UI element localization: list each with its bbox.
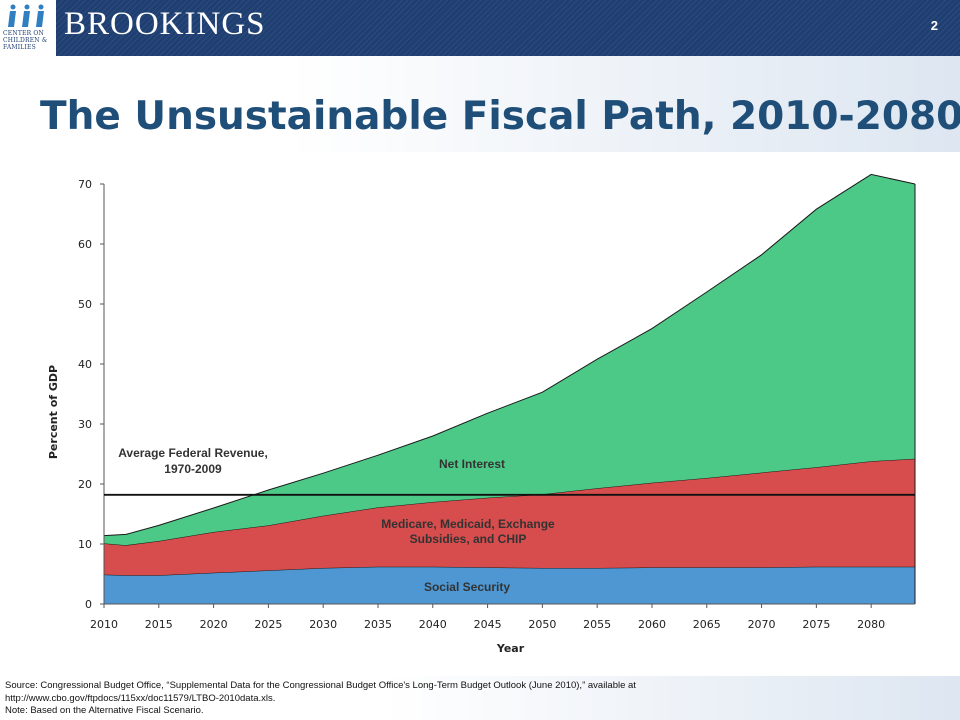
y-tick-label-70: 70 xyxy=(78,178,92,191)
x-tick-label-2070: 2070 xyxy=(748,618,776,631)
y-tick-label-0: 0 xyxy=(85,598,92,611)
x-tick-label-2055: 2055 xyxy=(583,618,611,631)
revenue-label-line-1: Average Federal Revenue, xyxy=(118,446,268,460)
brookings-logo: CENTER ON CHILDREN & FAMILIES xyxy=(0,0,56,56)
y-tick-label-30: 30 xyxy=(78,418,92,431)
x-axis-title: Year xyxy=(496,642,525,655)
y-tick-label-40: 40 xyxy=(78,358,92,371)
source-note: Source: Congressional Budget Office, “Su… xyxy=(5,680,955,718)
scenario-note: Note: Based on the Alternative Fiscal Sc… xyxy=(5,705,204,716)
x-tick-label-2015: 2015 xyxy=(145,618,173,631)
source-line-1: Source: Congressional Budget Office, “Su… xyxy=(5,680,636,691)
source-line-2: http://www.cbo.gov/ftpdocs/115xx/doc1157… xyxy=(5,692,276,704)
title-band xyxy=(0,56,960,152)
x-tick-label-2030: 2030 xyxy=(309,618,337,631)
x-tick-label-2080: 2080 xyxy=(857,618,885,631)
revenue-label-line-2: 1970-2009 xyxy=(164,462,222,476)
x-tick-label-2050: 2050 xyxy=(528,618,556,631)
page-number: 2 xyxy=(930,18,938,33)
health-label-line-1: Medicare, Medicaid, Exchange xyxy=(381,517,555,531)
y-tick-label-50: 50 xyxy=(78,298,92,311)
y-tick-label-60: 60 xyxy=(78,238,92,251)
x-tick-label-2040: 2040 xyxy=(419,618,447,631)
y-axis-title: Percent of GDP xyxy=(47,365,60,459)
social-security-label: Social Security xyxy=(424,580,510,594)
logo-text: CENTER ON CHILDREN & FAMILIES xyxy=(3,30,48,51)
x-tick-label-2065: 2065 xyxy=(693,618,721,631)
x-tick-label-2035: 2035 xyxy=(364,618,392,631)
x-tick-label-2025: 2025 xyxy=(254,618,282,631)
x-tick-label-2045: 2045 xyxy=(474,618,502,631)
y-tick-label-10: 10 xyxy=(78,538,92,551)
area-series-0 xyxy=(104,566,915,604)
area-series-1 xyxy=(104,458,915,576)
header-band: CENTER ON CHILDREN & FAMILIES BROOKINGS … xyxy=(0,0,960,56)
brand-name: BROOKINGS xyxy=(64,6,266,42)
x-tick-label-2010: 2010 xyxy=(90,618,118,631)
net-interest-label: Net Interest xyxy=(439,457,505,471)
area-series-0-edge xyxy=(103,566,915,576)
y-tick-label-20: 20 xyxy=(78,478,92,491)
area-series-2-edge xyxy=(103,173,916,537)
family-figures-icon xyxy=(8,4,44,27)
area-series-2 xyxy=(104,174,915,546)
footer-band xyxy=(0,676,960,720)
page-title: The Unsustainable Fiscal Path, 2010-2080 xyxy=(40,94,960,139)
x-tick-label-2060: 2060 xyxy=(638,618,666,631)
health-label-line-2: Subsidies, and CHIP xyxy=(410,532,527,546)
x-tick-label-2020: 2020 xyxy=(200,618,228,631)
x-tick-label-2075: 2075 xyxy=(802,618,830,631)
